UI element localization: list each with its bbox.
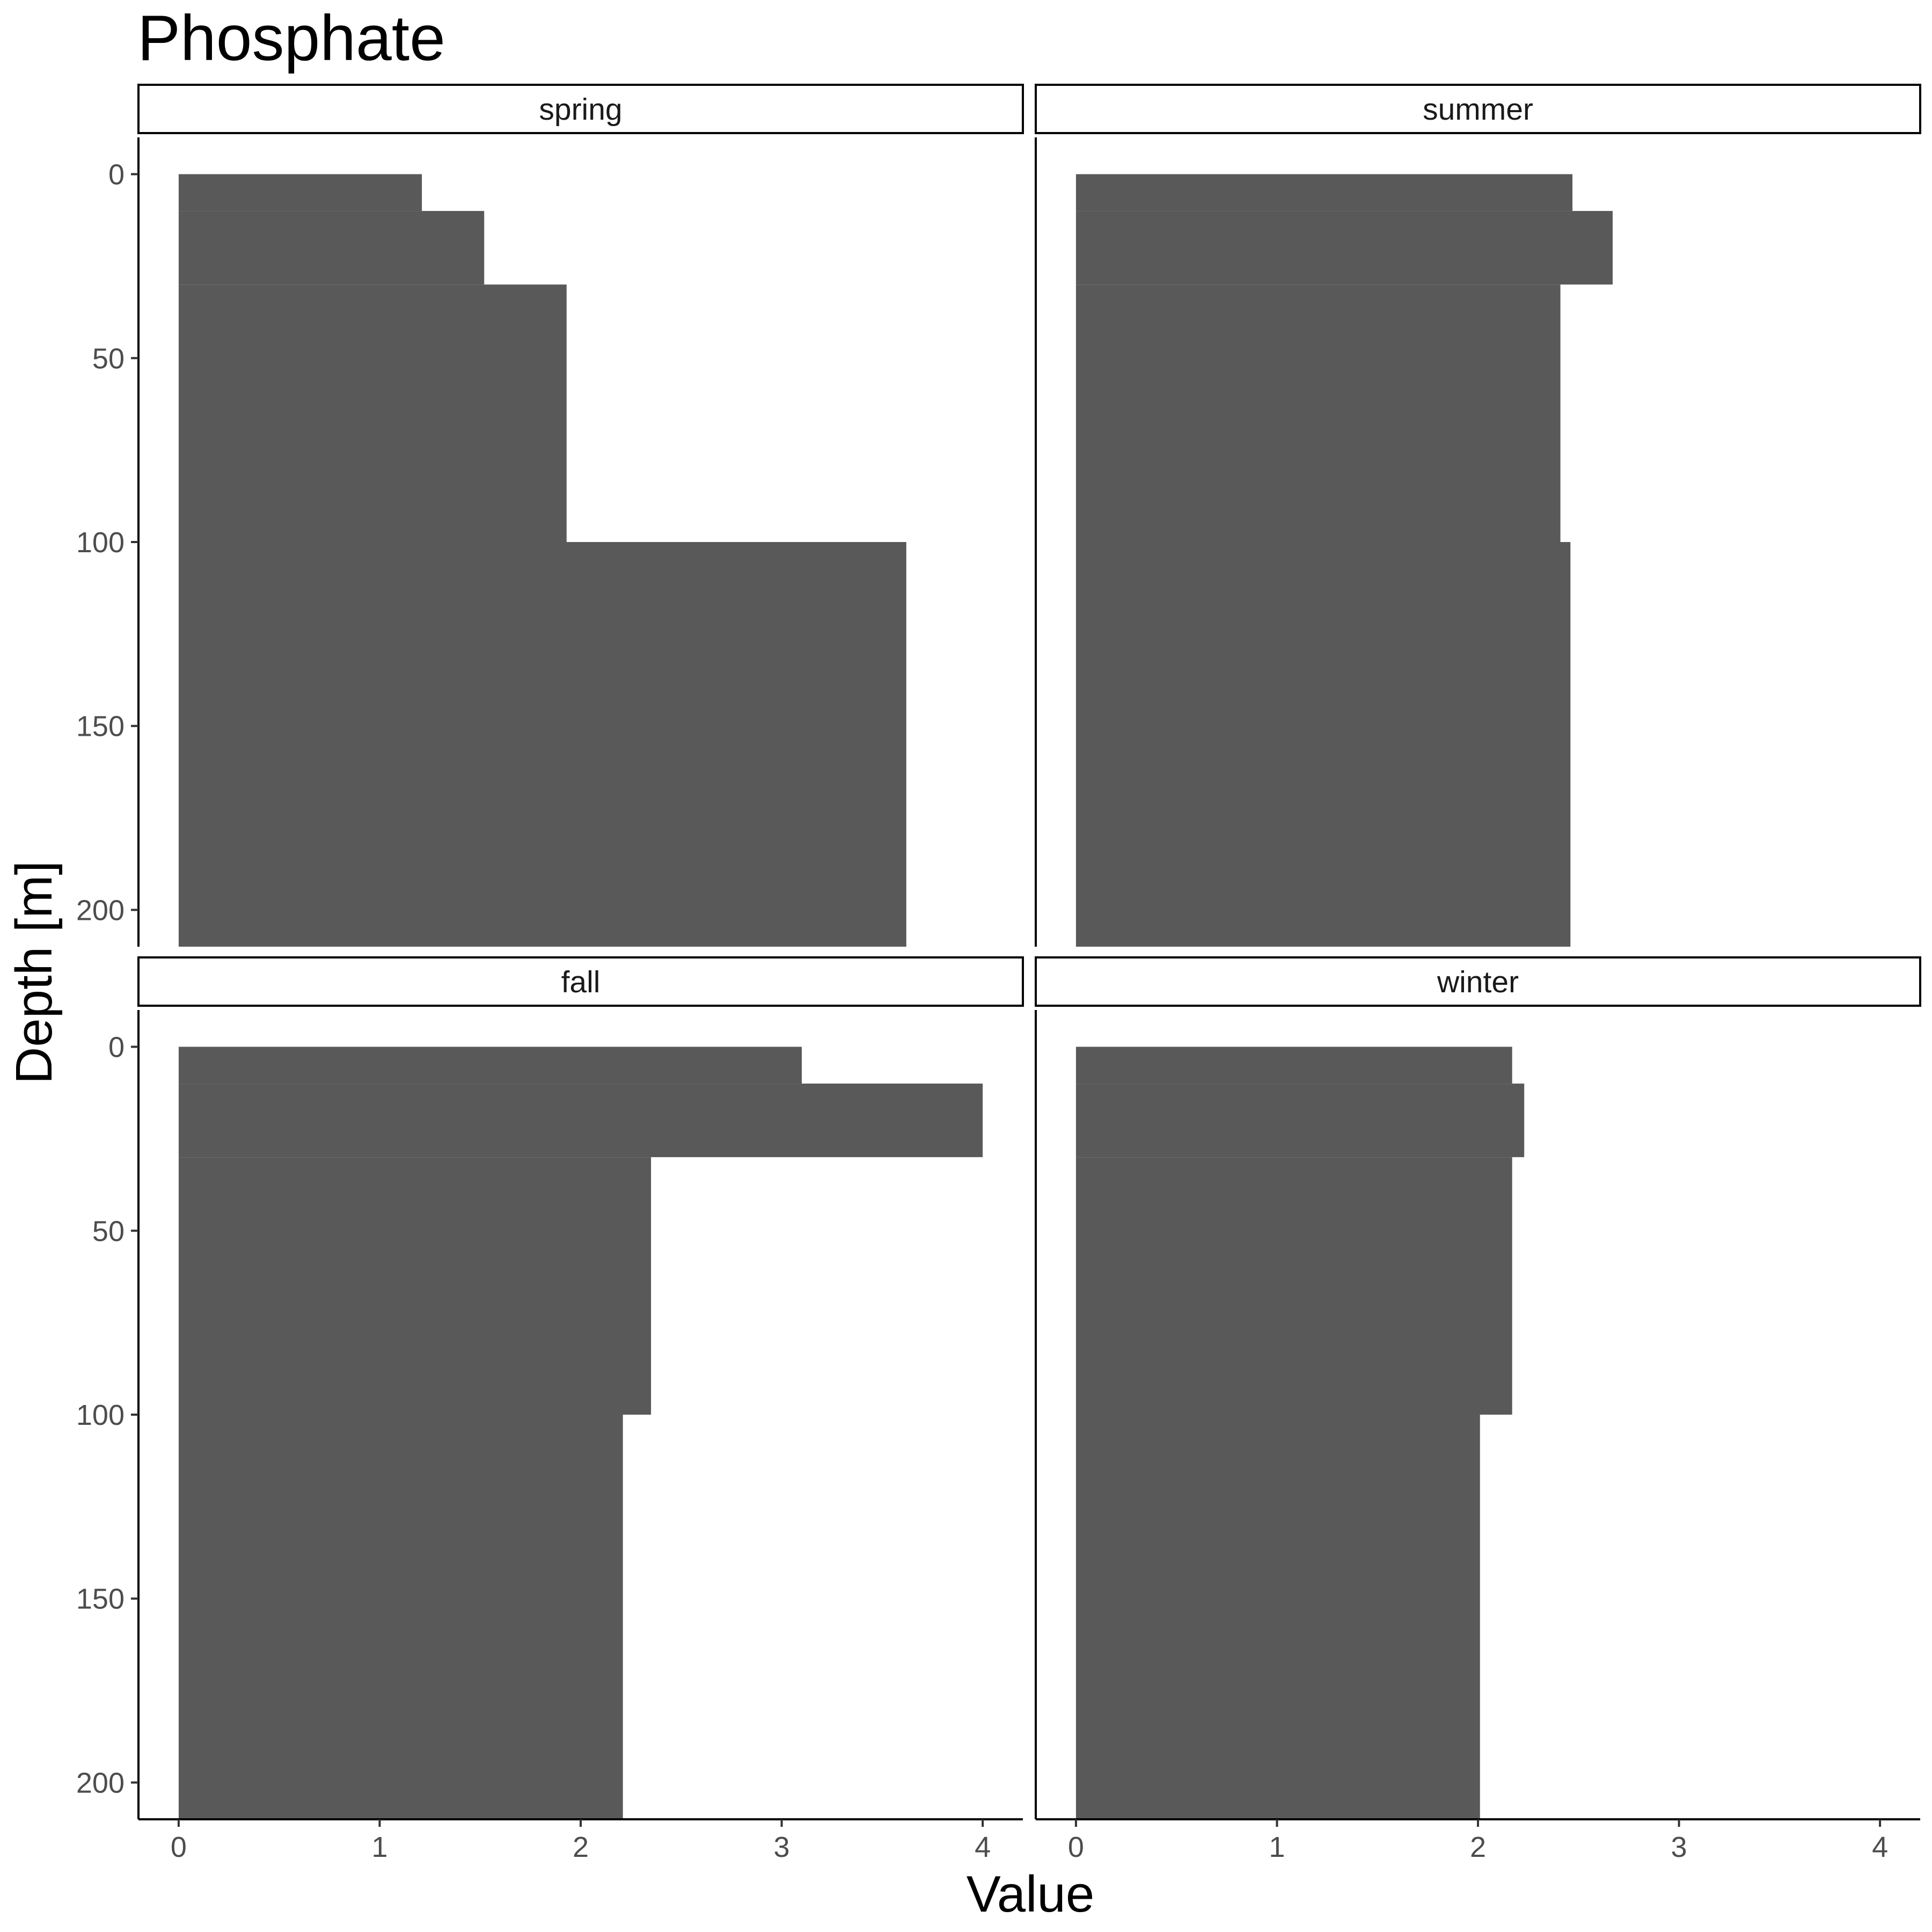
y-tick-label: 50: [92, 342, 125, 375]
facet-strip-label: spring: [539, 92, 622, 127]
y-tick-label: 0: [108, 1031, 125, 1064]
y-tick-label: 50: [92, 1215, 125, 1247]
facet-summer: summer: [1035, 84, 1921, 947]
x-tick-label: 1: [1269, 1831, 1285, 1863]
x-axis-title: Value: [967, 1865, 1094, 1923]
bar: [178, 284, 567, 542]
bar: [178, 1046, 802, 1084]
bar: [178, 1415, 623, 1819]
facet-fall: fall 0 50 100 150 200 0 1 2 3 4: [76, 956, 1024, 1863]
facet-strip: [137, 84, 1024, 134]
x-tick-label: 2: [1470, 1831, 1486, 1863]
x-tick-label: 4: [1872, 1831, 1888, 1863]
y-tick-label: 200: [76, 894, 125, 926]
facet-strip-label: fall: [561, 965, 601, 999]
x-tick-label: 3: [774, 1831, 790, 1863]
x-tick-label: 2: [573, 1831, 589, 1863]
facet-winter: winter 0 1 2 3 4: [1035, 956, 1921, 1863]
chart-title: Phosphate: [137, 2, 445, 74]
x-tick-label: 0: [1068, 1831, 1084, 1863]
bar: [1075, 542, 1571, 947]
bar: [178, 174, 422, 211]
y-tick-label: 150: [76, 711, 125, 743]
y-axis-title: Depth [m]: [5, 861, 63, 1084]
bar: [1075, 211, 1613, 285]
facet-strip-label: summer: [1423, 92, 1533, 127]
x-tick-label: 1: [371, 1831, 387, 1863]
x-tick-label: 3: [1671, 1831, 1687, 1863]
bar: [178, 542, 906, 947]
facet-spring: spring 0 50 100 150 200: [76, 84, 1024, 947]
bar: [1075, 1046, 1512, 1084]
bar: [178, 1157, 652, 1415]
bar: [1075, 284, 1561, 542]
facet-strip: [1035, 84, 1921, 134]
bar: [178, 1084, 983, 1158]
y-tick-label: 150: [76, 1583, 125, 1615]
bar: [1075, 1415, 1480, 1819]
facet-panels: spring050100150200summerfall050100150200…: [76, 84, 1921, 1863]
bar: [1075, 174, 1573, 211]
facet-strip-label: winter: [1437, 965, 1519, 999]
facet-strip: [1035, 956, 1921, 1007]
y-tick-label: 100: [76, 1399, 125, 1431]
x-tick-label: 4: [975, 1831, 991, 1863]
bar: [1075, 1157, 1512, 1415]
bar: [178, 211, 485, 285]
y-tick-label: 0: [108, 159, 125, 191]
y-tick-label: 100: [76, 526, 125, 559]
y-tick-label: 200: [76, 1767, 125, 1799]
bar: [1075, 1084, 1525, 1158]
facet-strip: [137, 956, 1024, 1007]
x-tick-label: 0: [171, 1831, 187, 1863]
